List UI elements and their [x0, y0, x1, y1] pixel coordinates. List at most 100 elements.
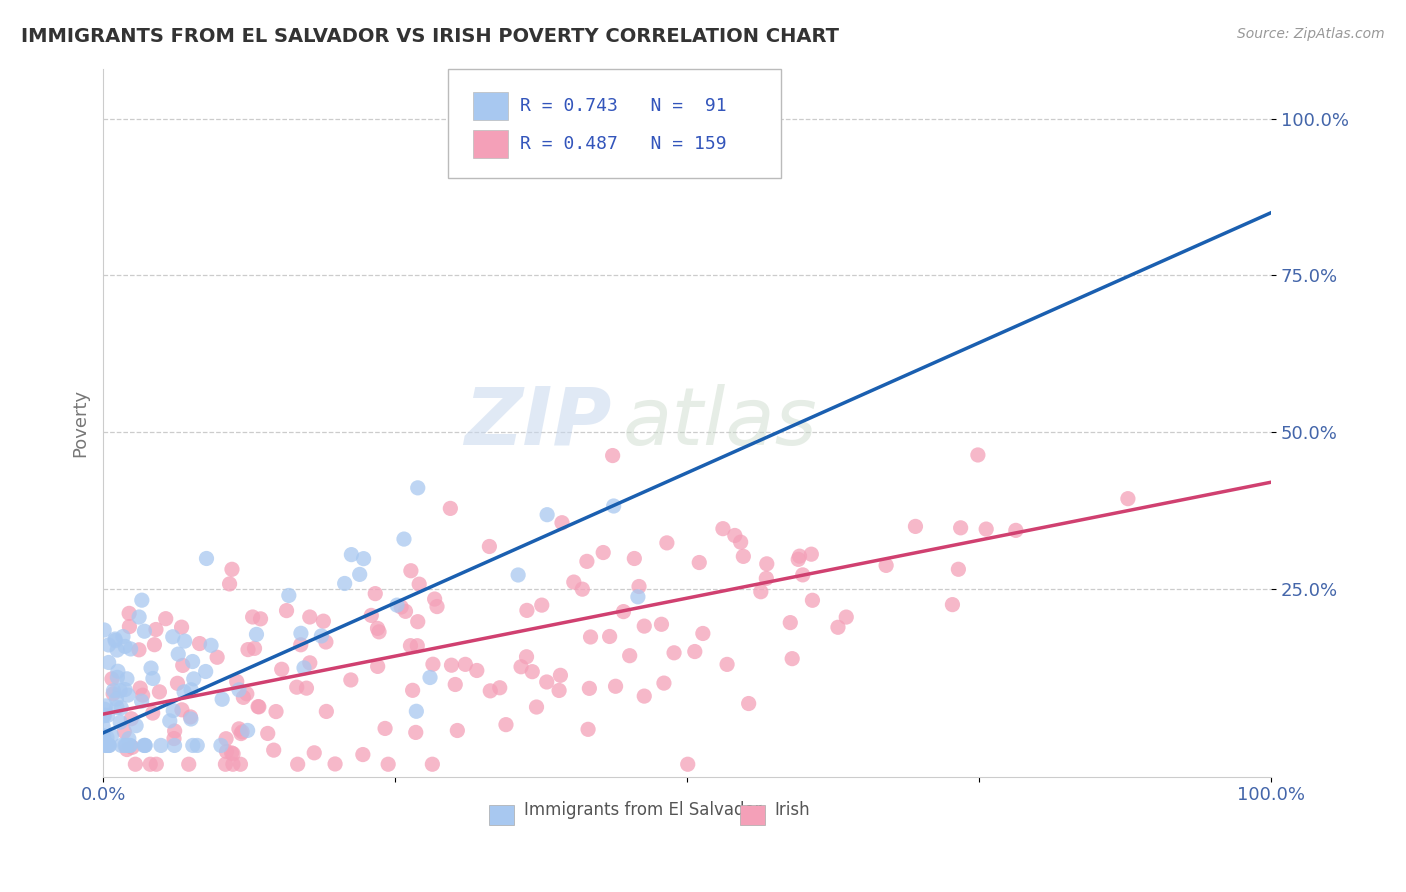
Point	[94, 739, 117, 753]
Point	[104, 633, 127, 648]
Point	[353, 551, 375, 566]
Point	[571, 582, 593, 597]
Point	[183, 672, 205, 686]
Point	[315, 705, 337, 719]
Point	[181, 655, 204, 669]
Point	[142, 672, 165, 686]
Point	[401, 683, 423, 698]
Point	[118, 739, 141, 753]
Point	[941, 598, 963, 612]
Point	[114, 682, 136, 697]
Point	[526, 700, 548, 714]
Point	[105, 643, 128, 657]
Point	[105, 700, 128, 714]
Point	[139, 661, 162, 675]
Point	[399, 639, 422, 653]
Point	[652, 676, 675, 690]
Point	[295, 681, 318, 695]
Point	[479, 684, 502, 698]
Point	[211, 692, 233, 706]
Point	[256, 726, 278, 740]
Point	[247, 699, 270, 714]
Point	[232, 690, 254, 705]
Point	[195, 551, 218, 566]
Point	[179, 710, 201, 724]
Point	[186, 739, 208, 753]
Point	[446, 723, 468, 738]
Point	[340, 673, 363, 687]
Point	[323, 756, 346, 771]
Point	[205, 650, 228, 665]
Point	[225, 674, 247, 689]
Point	[145, 757, 167, 772]
Point	[228, 722, 250, 736]
Point	[131, 694, 153, 708]
Point	[377, 757, 399, 772]
Point	[516, 603, 538, 617]
Point	[949, 521, 972, 535]
Point	[142, 706, 165, 720]
Point	[495, 717, 517, 731]
Point	[405, 725, 427, 739]
Point	[399, 564, 422, 578]
FancyBboxPatch shape	[474, 130, 509, 159]
Point	[298, 610, 321, 624]
Point	[394, 604, 416, 618]
Point	[904, 519, 927, 533]
Point	[94, 698, 117, 713]
Point	[290, 638, 312, 652]
Point	[162, 630, 184, 644]
Point	[1004, 524, 1026, 538]
Point	[91, 729, 114, 743]
FancyBboxPatch shape	[474, 92, 509, 120]
Point	[780, 651, 803, 665]
Point	[115, 742, 138, 756]
Point	[662, 646, 685, 660]
Point	[683, 644, 706, 658]
Point	[349, 567, 371, 582]
Point	[125, 719, 148, 733]
Point	[619, 648, 641, 663]
Point	[114, 739, 136, 753]
Point	[315, 635, 337, 649]
Point	[408, 577, 430, 591]
Point	[676, 757, 699, 772]
Point	[236, 723, 259, 738]
Point	[422, 757, 444, 772]
Point	[592, 545, 614, 559]
Point	[633, 619, 655, 633]
Point	[440, 658, 463, 673]
Point	[711, 522, 734, 536]
Point	[263, 743, 285, 757]
Point	[98, 739, 121, 753]
Point	[131, 688, 153, 702]
Point	[578, 681, 600, 696]
Point	[91, 731, 114, 745]
Point	[115, 672, 138, 686]
Point	[368, 624, 391, 639]
Point	[650, 617, 672, 632]
Point	[550, 668, 572, 682]
Point	[97, 638, 120, 652]
Point	[229, 757, 252, 772]
Point	[827, 620, 849, 634]
Point	[159, 714, 181, 728]
Point	[385, 598, 408, 612]
Point	[551, 516, 574, 530]
Point	[242, 610, 264, 624]
Point	[128, 610, 150, 624]
Point	[444, 677, 467, 691]
Point	[276, 604, 298, 618]
Point	[755, 557, 778, 571]
Point	[277, 589, 299, 603]
Point	[180, 712, 202, 726]
Point	[245, 627, 267, 641]
Point	[599, 630, 621, 644]
FancyBboxPatch shape	[488, 805, 515, 825]
Point	[406, 481, 429, 495]
Point	[132, 739, 155, 753]
Point	[508, 568, 530, 582]
Point	[360, 608, 382, 623]
Point	[163, 731, 186, 746]
FancyBboxPatch shape	[447, 69, 780, 178]
